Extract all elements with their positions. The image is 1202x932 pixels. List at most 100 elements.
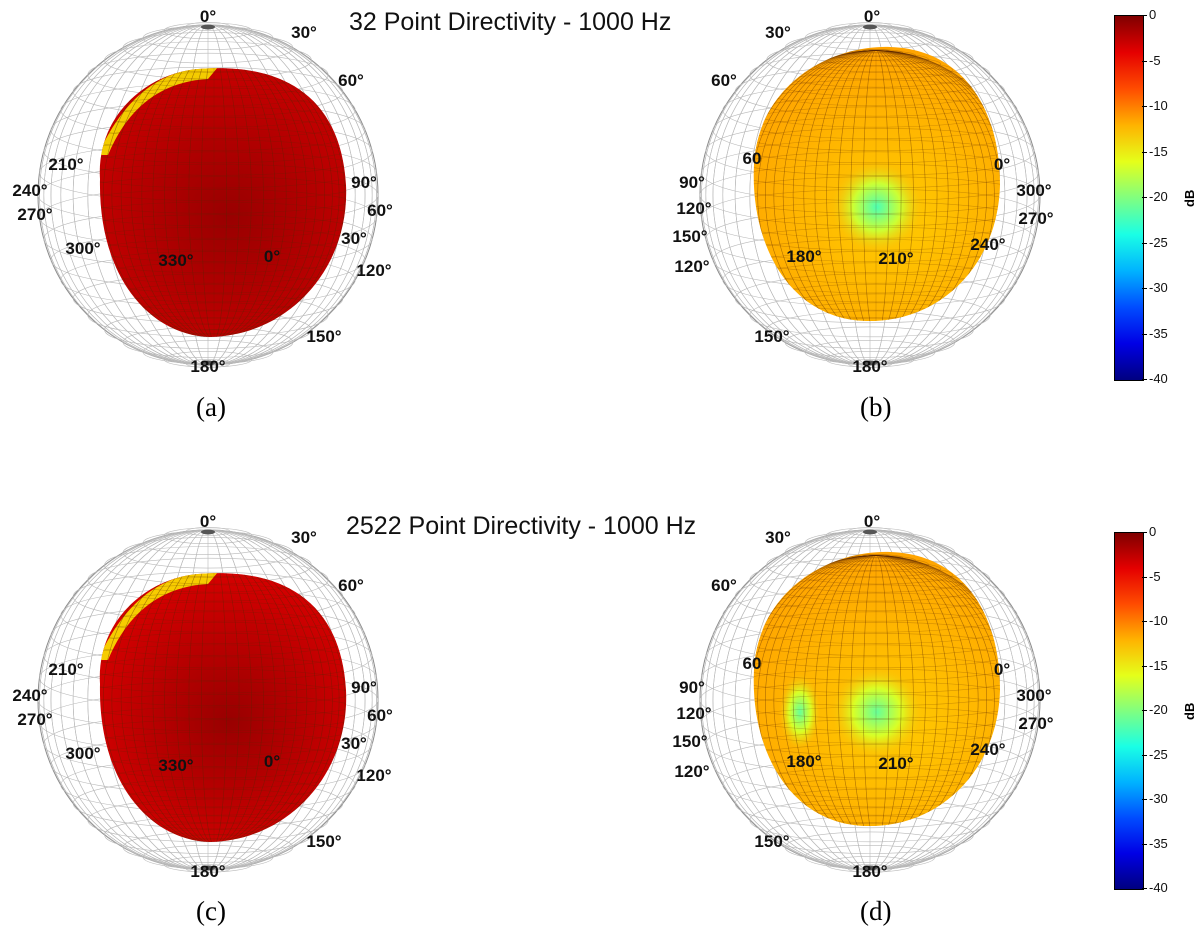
colorbar-tick-label: -40 [1149, 880, 1168, 895]
angle-label: 30° [291, 23, 317, 42]
directivity-surface [753, 46, 1000, 322]
angle-label: 0° [199, 7, 217, 26]
colorbar-tick-label: -40 [1149, 371, 1168, 386]
colorbar-tick-mark [1142, 710, 1147, 711]
angle-label: 60 [742, 149, 762, 168]
angle-label: 60° [367, 201, 393, 220]
caption-d: (d) [860, 896, 892, 926]
angle-label: 300° [1016, 181, 1052, 200]
colorbar-gradient [1114, 532, 1144, 890]
colorbar-tick-mark [1142, 15, 1147, 16]
colorbar-tick-mark [1142, 843, 1147, 845]
angle-label: 120° [356, 766, 392, 785]
angle-label: 90° [351, 678, 377, 697]
caption-b: (b) [860, 392, 892, 422]
pole-marker [863, 360, 877, 366]
colorbar-tick-mark [1142, 333, 1147, 335]
colorbar-tick-mark [1142, 60, 1147, 62]
angle-label: 90° [679, 173, 705, 192]
angle-label: 180° [852, 357, 888, 376]
angle-label: 60° [711, 576, 737, 595]
colorbar-tick-label: 0 [1149, 7, 1157, 22]
colorbar-unit-label: dB [1182, 702, 1197, 720]
angle-label: 270° [17, 710, 53, 729]
angle-label: 0° [263, 247, 281, 266]
angle-label: 210° [878, 249, 914, 268]
colorbar-tick-label: -10 [1149, 98, 1168, 113]
caption-c: (c) [196, 896, 226, 926]
colorbar-tick-mark [1142, 197, 1147, 198]
sphere-plot [37, 22, 379, 368]
colorbar-gradient [1114, 15, 1144, 381]
angle-label: 30° [341, 734, 367, 753]
angle-label: 30° [341, 229, 367, 248]
angle-label: 240° [970, 235, 1006, 254]
colorbar-tick-mark [1142, 621, 1147, 622]
colorbar-tick-label: -35 [1149, 835, 1168, 851]
directivity-minimum [829, 664, 925, 760]
pole-marker [863, 529, 877, 535]
angle-label: 180° [786, 752, 822, 771]
angle-label: 300° [65, 239, 101, 258]
pole-marker [201, 360, 215, 366]
colorbar-tick-mark [1142, 151, 1147, 153]
colorbar-tick-label: -10 [1149, 613, 1168, 628]
colorbar-tick-label: -25 [1149, 746, 1168, 762]
angle-label: 0° [199, 512, 217, 531]
sphere-plot [699, 527, 1041, 873]
pole-marker [863, 24, 877, 30]
angle-label: 210° [48, 660, 84, 679]
angle-label: 270° [1018, 209, 1054, 228]
angle-label: 120° [674, 257, 710, 276]
colorbar-tick-mark [1142, 888, 1147, 889]
angle-label: 300° [65, 744, 101, 763]
chart-title-top: 32 Point Directivity - 1000 Hz [349, 8, 672, 36]
angle-label: 240° [12, 181, 48, 200]
colorbar-tick-label: -5 [1149, 568, 1161, 584]
colorbar-tick-label: 0 [1149, 524, 1157, 539]
angle-label: 150° [306, 832, 342, 851]
angle-label: 0° [993, 155, 1011, 174]
angle-label: 240° [12, 686, 48, 705]
angle-label: 180° [190, 862, 226, 881]
angle-label: 150° [754, 832, 790, 851]
angle-label: 150° [754, 327, 790, 346]
angle-label: 60° [711, 71, 737, 90]
pole-marker [201, 865, 215, 871]
directivity-minimum [829, 159, 925, 255]
angle-label: 150° [672, 227, 708, 246]
directivity-surface [753, 551, 1000, 827]
angle-label: 180° [190, 357, 226, 376]
directivity-surface [99, 573, 347, 842]
colorbar-tick-label: -15 [1149, 657, 1168, 673]
angle-label: 120° [356, 261, 392, 280]
colorbar-unit-label: dB [1182, 189, 1197, 207]
colorbar-tick-mark [1142, 288, 1147, 289]
angle-label: 0° [263, 752, 281, 771]
angle-label: 0° [863, 7, 881, 26]
directivity-minimum [778, 672, 822, 752]
colorbar-tick-label: -20 [1149, 702, 1168, 717]
angle-label: 270° [17, 205, 53, 224]
angle-label: 120° [676, 704, 712, 723]
directivity-surface [99, 68, 347, 337]
colorbar-tick-label: -30 [1149, 791, 1168, 806]
angle-label: 330° [158, 756, 194, 775]
chart-title-bottom: 2522 Point Directivity - 1000 Hz [346, 512, 697, 540]
angle-label: 60 [742, 654, 762, 673]
pole-marker [201, 24, 215, 30]
colorbar-tick-label: -30 [1149, 280, 1168, 295]
angle-label: 120° [674, 762, 710, 781]
angle-label: 90° [679, 678, 705, 697]
colorbar-tick-label: -5 [1149, 52, 1161, 68]
pole-marker [863, 865, 877, 871]
colorbar-tick-mark [1142, 799, 1147, 800]
colorbar-tick-mark [1142, 532, 1147, 533]
colorbar-tick-mark [1142, 665, 1147, 667]
angle-label: 30° [765, 528, 791, 547]
angle-label: 120° [676, 199, 712, 218]
angle-label: 180° [786, 247, 822, 266]
angle-label: 180° [852, 862, 888, 881]
colorbar-tick-label: -35 [1149, 325, 1168, 341]
colorbar-tick-label: -25 [1149, 234, 1168, 250]
